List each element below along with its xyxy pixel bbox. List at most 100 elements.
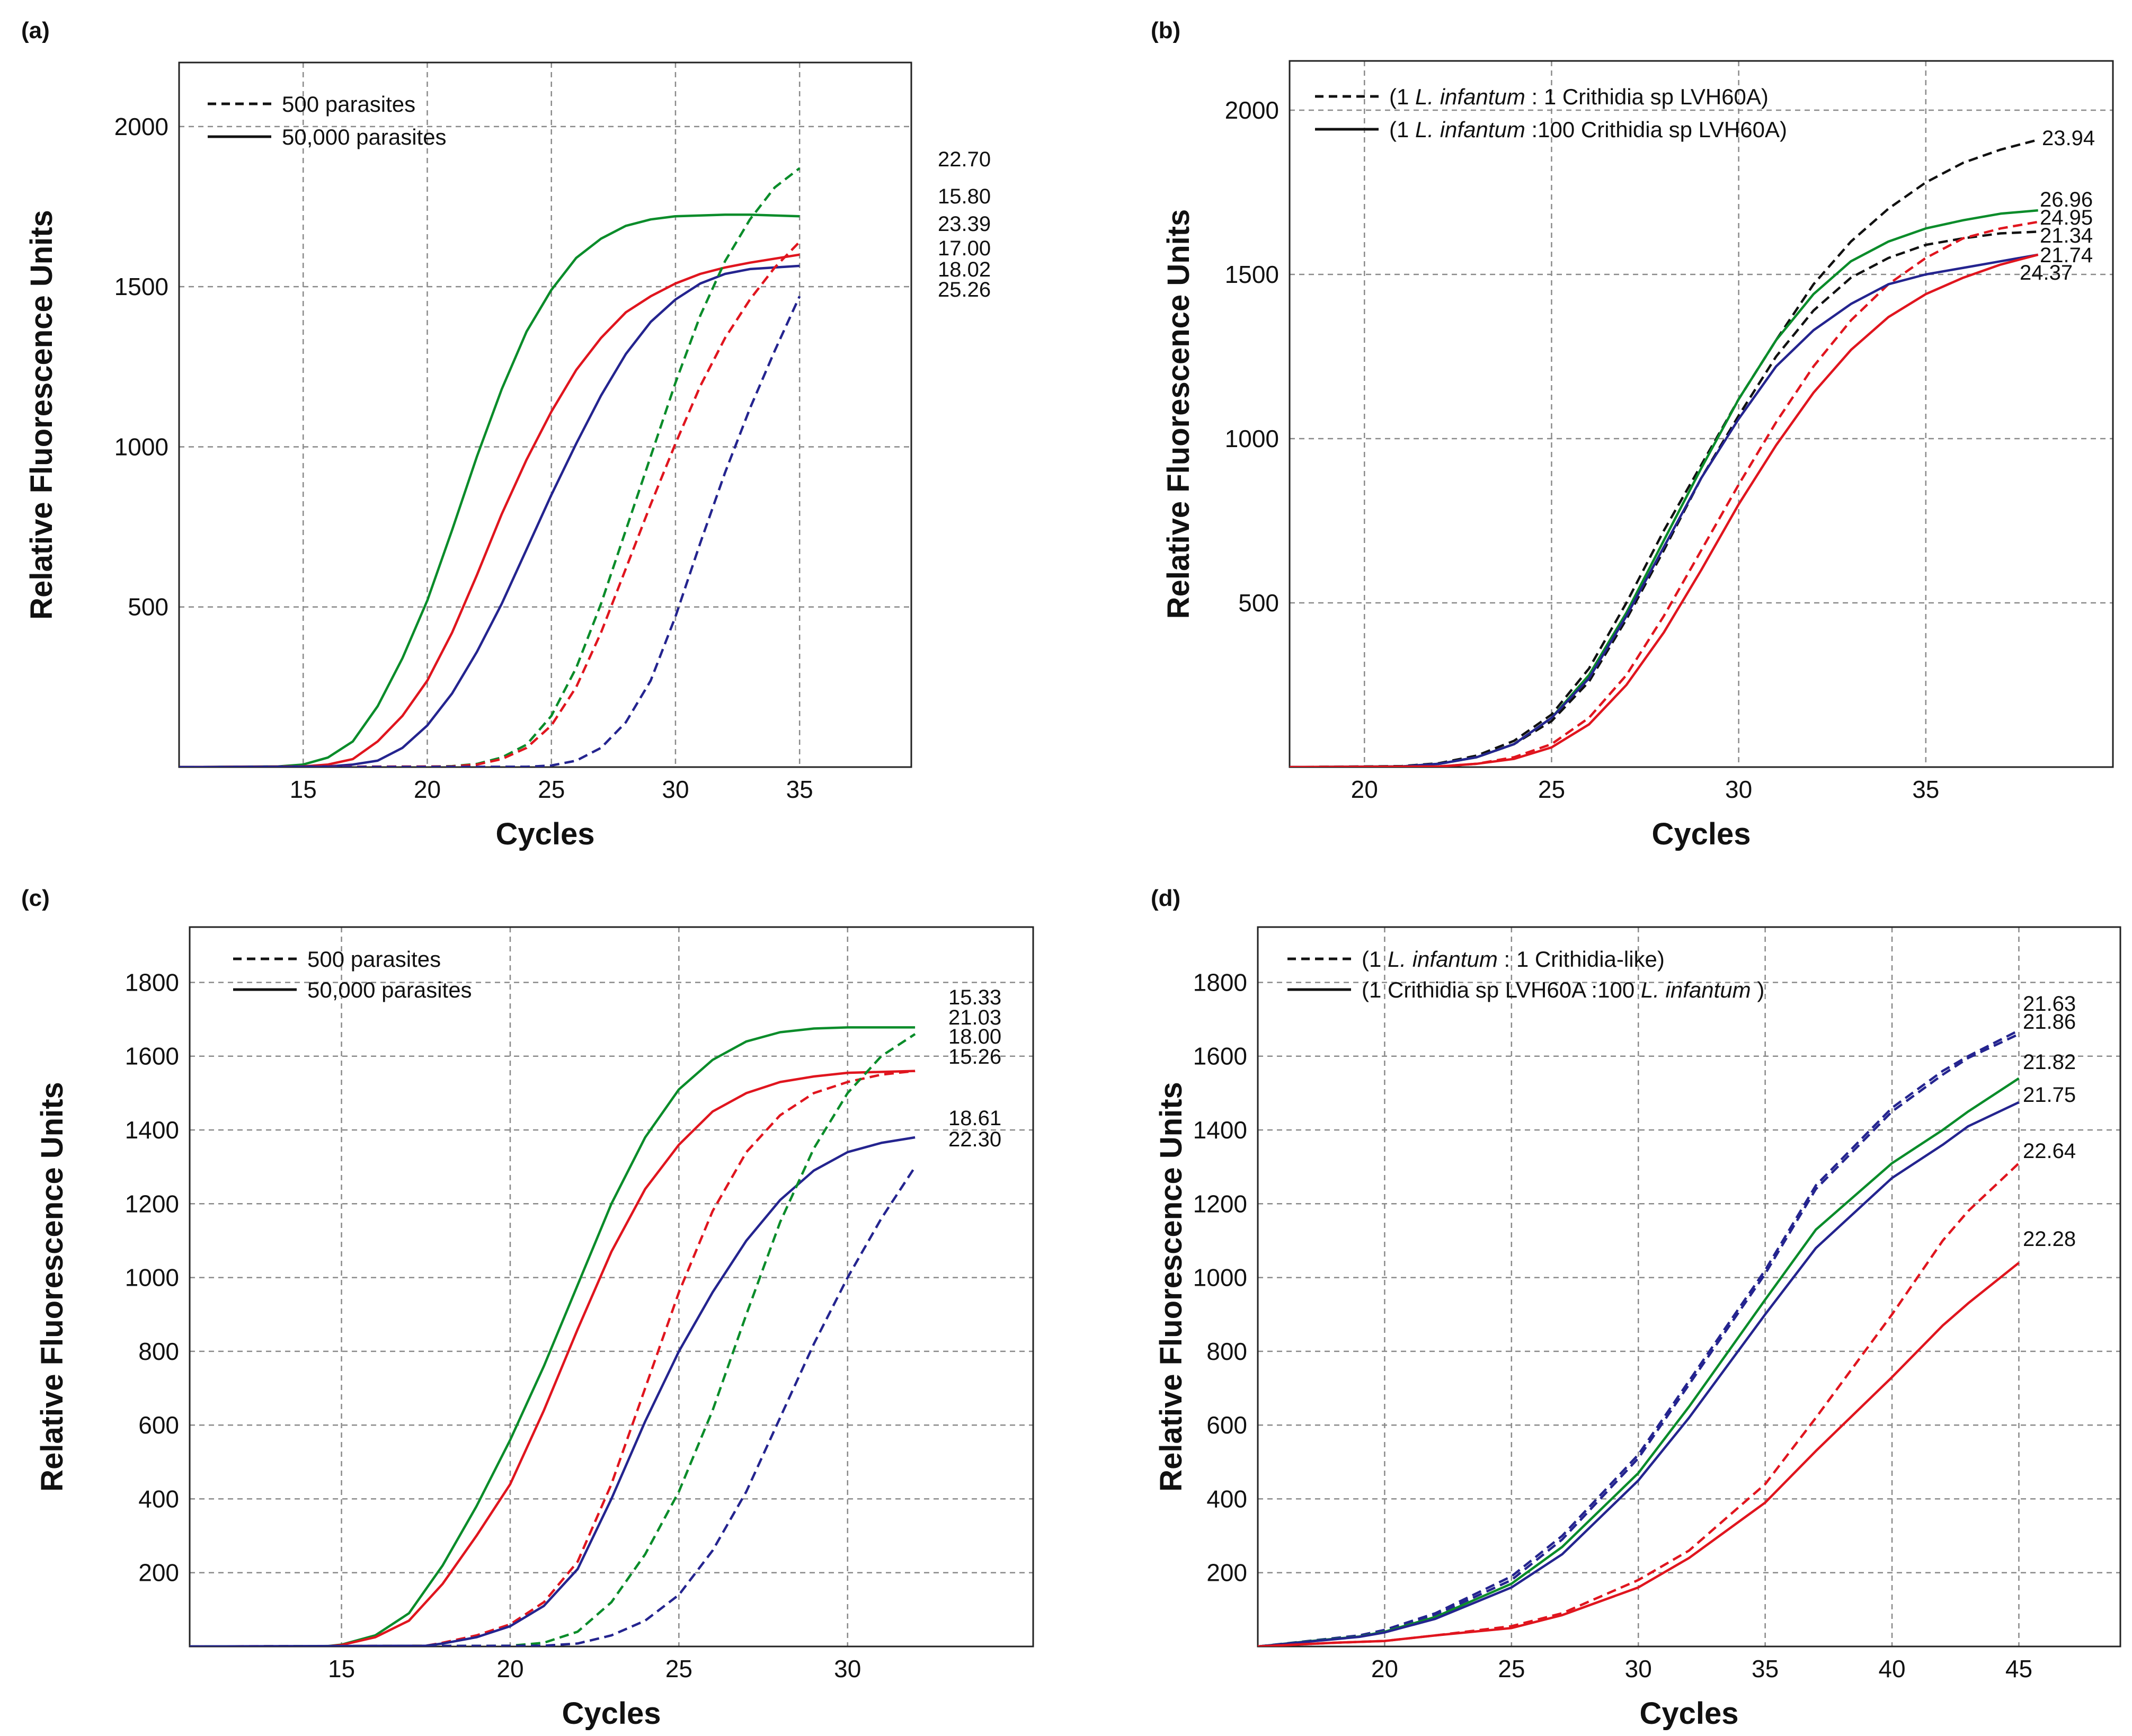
legend-label: (1 L. infantum : 1 Crithidia-like) — [1362, 947, 1665, 972]
y-tick-label: 1500 — [1225, 261, 1279, 288]
y-axis-label: Relative Fluorescence Units — [35, 1082, 69, 1492]
y-tick-label: 1500 — [114, 273, 168, 300]
series-line-red-solid — [179, 253, 800, 767]
series-end-label: 17.00 — [938, 237, 991, 260]
series-end-label: 21.82 — [2023, 1050, 2076, 1074]
series-line-green-solid — [190, 1026, 916, 1646]
series-end-label: 21.03 — [948, 1006, 1001, 1029]
chart-c-svg: (c) 15 20 25 30 200 400 600 800 1000 1200 1400 1600 1… — [21, 885, 1034, 1731]
x-tick-label: 35 — [1912, 776, 1939, 803]
y-tick-label: 600 — [138, 1411, 179, 1439]
series-end-label: 22.30 — [948, 1128, 1001, 1151]
y-tick-label: 1400 — [1193, 1116, 1247, 1144]
y-tick-label: 1600 — [1193, 1043, 1247, 1070]
y-tick-label: 200 — [138, 1559, 179, 1587]
y-tick-label: 600 — [1206, 1411, 1247, 1439]
series-line-red-dashed — [179, 241, 801, 767]
x-tick-label: 30 — [662, 776, 689, 803]
series-end-label: 15.80 — [938, 185, 991, 208]
series-line-blue-solid — [1290, 253, 2039, 767]
series-end-label: 15.26 — [948, 1045, 1001, 1069]
y-tick-label: 1800 — [125, 968, 179, 996]
x-tick-label: 30 — [1725, 776, 1752, 803]
series-end-label: 24.95 — [2040, 206, 2093, 229]
x-axis-label: Cycles — [1651, 817, 1751, 851]
x-tick-label: 20 — [1351, 776, 1378, 803]
series-line-blue-dashed — [190, 1166, 916, 1646]
y-tick-label: 1400 — [125, 1116, 179, 1144]
series-end-label: 26.96 — [2040, 188, 2093, 211]
chart-a-svg: (a) 15 20 25 30 35 500 1000 1500 2000 Cycles Relati… — [21, 17, 991, 851]
series-end-label: 25.26 — [938, 278, 991, 301]
series-end-label: 22.64 — [2023, 1139, 2076, 1163]
y-tick-label: 200 — [1206, 1559, 1247, 1587]
x-tick-label: 45 — [2005, 1655, 2032, 1682]
series-end-label: 23.94 — [2042, 127, 2095, 150]
plot-frame — [1257, 926, 2121, 1648]
series-line-green-solid — [179, 213, 800, 767]
series-line-green-dashed — [190, 1033, 916, 1646]
chart-b-svg: (b) 20 25 30 35 500 1000 1500 2000 Cycles Relative… — [1151, 17, 2114, 851]
legend-label: (1 Crithidia sp LVH60A :100 L. infantum … — [1362, 977, 1764, 1002]
plot-area — [1258, 927, 2120, 1646]
series-end-label: 18.00 — [948, 1025, 1001, 1048]
panel-label: (d) — [1151, 885, 1180, 911]
series-line-blue-solid — [190, 1136, 916, 1646]
chart-panel-b: (b) 20 25 30 35 500 1000 1500 2000 Cycles Relative… — [1066, 0, 2132, 868]
plot-area — [1290, 61, 2113, 767]
panel-label: (c) — [21, 885, 50, 911]
x-tick-label: 30 — [1625, 1655, 1652, 1682]
series-end-label: 23.39 — [938, 212, 991, 236]
x-tick-label: 25 — [665, 1655, 692, 1682]
y-tick-label: 1600 — [125, 1043, 179, 1070]
x-tick-label: 25 — [1538, 776, 1565, 803]
y-tick-label: 1000 — [1225, 425, 1279, 452]
y-tick-label: 500 — [1238, 589, 1279, 617]
plot-area — [179, 63, 911, 767]
x-tick-label: 25 — [538, 776, 565, 803]
y-axis-label: Relative Fluorescence Units — [1154, 1082, 1188, 1492]
series-line-blue-solid — [1258, 1101, 2020, 1646]
y-tick-label: 1800 — [1193, 968, 1247, 996]
x-tick-label: 30 — [834, 1655, 861, 1682]
series-end-label: 18.02 — [938, 258, 991, 281]
x-tick-label: 35 — [1752, 1655, 1779, 1682]
legend-label: 500 parasites — [282, 92, 415, 117]
series-line-blue-dashed — [179, 296, 801, 767]
x-tick-label: 15 — [328, 1655, 355, 1682]
series-end-label: 21.86 — [2023, 1010, 2076, 1034]
series-end-label: 21.63 — [2023, 992, 2076, 1016]
series-end-label: 22.70 — [938, 148, 991, 171]
legend-label: 500 parasites — [307, 947, 441, 972]
y-tick-label: 1200 — [1193, 1190, 1247, 1217]
series-end-label: 24.37 — [2020, 261, 2073, 284]
plot-frame — [178, 61, 912, 768]
x-tick-label: 20 — [496, 1655, 523, 1682]
chart-panel-d: (d) 20 25 30 35 40 45 200 400 600 800 1000 1200 1400 1… — [1066, 868, 2132, 1736]
legend-label: 50,000 parasites — [307, 977, 472, 1002]
y-tick-label: 2000 — [114, 113, 168, 140]
series-line-red-dashed — [190, 1070, 916, 1646]
x-axis-label: Cycles — [495, 817, 594, 851]
x-tick-label: 35 — [786, 776, 813, 803]
x-tick-label: 25 — [1498, 1655, 1525, 1682]
y-tick-label: 1000 — [1193, 1264, 1247, 1292]
plot-frame — [189, 926, 1034, 1648]
series-end-label: 21.74 — [2040, 244, 2093, 267]
series-line-red-solid — [190, 1070, 916, 1646]
series-end-label: 15.33 — [948, 986, 1001, 1009]
series-end-label: 22.28 — [2023, 1227, 2076, 1251]
plot-area — [190, 927, 1033, 1646]
series-end-label: 21.75 — [2023, 1083, 2076, 1107]
series-line-black-dashed — [1290, 138, 2039, 767]
x-axis-label: Cycles — [562, 1696, 661, 1731]
y-tick-label: 2000 — [1225, 96, 1279, 124]
y-tick-label: 500 — [128, 593, 168, 621]
series-line-red-dashed — [1290, 220, 2039, 767]
series-end-label: 18.61 — [948, 1107, 1001, 1130]
chart-d-svg: (d) 20 25 30 35 40 45 200 400 600 800 1000 1200 1400 1… — [1151, 885, 2121, 1731]
y-tick-label: 400 — [138, 1485, 179, 1512]
x-tick-label: 15 — [290, 776, 317, 803]
x-tick-label: 40 — [1878, 1655, 1905, 1682]
legend-label: (1 L. infantum :100 Crithidia sp LVH60A) — [1389, 117, 1787, 142]
